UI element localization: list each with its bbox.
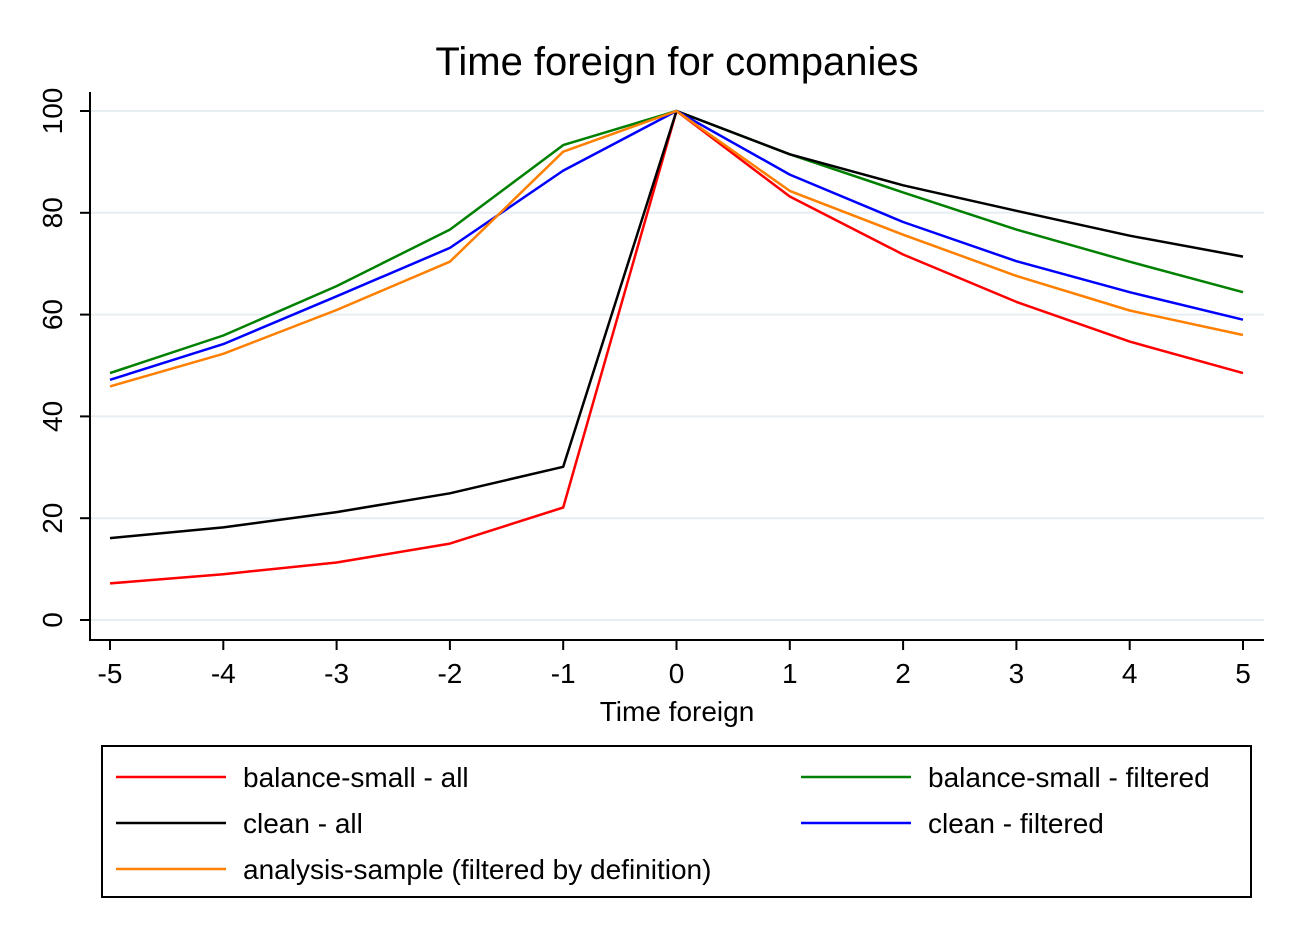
legend-label: balance-small - all	[243, 762, 469, 793]
y-axis-ticks: 0 20 40 60 80 100	[37, 88, 90, 628]
x-tick-label: -3	[324, 658, 349, 689]
legend: balance-small - all balance-small - filte…	[116, 762, 1210, 885]
x-tick-label: -1	[551, 658, 576, 689]
series-line-clean-all	[109, 109, 1244, 540]
y-tick-label: 80	[37, 197, 68, 228]
legend-item: clean - all	[116, 808, 363, 839]
y-tick-label: 60	[37, 299, 68, 330]
x-tick-label: 3	[1009, 658, 1025, 689]
legend-label: analysis-sample (filtered by definition)	[243, 854, 711, 885]
x-tick-label: 4	[1122, 658, 1138, 689]
x-tick-label: 1	[782, 658, 798, 689]
series-line-balance-small-filtered	[109, 109, 1244, 375]
y-tick-label: 100	[37, 88, 68, 135]
x-axis-ticks: -5 -4 -3 -2 -1 0 1 2 3 4 5	[98, 640, 1251, 689]
legend-item: clean - filtered	[801, 808, 1104, 839]
series-line-balance-small-all	[109, 109, 1244, 585]
legend-box	[101, 745, 1252, 898]
x-tick-label: 2	[895, 658, 911, 689]
legend-item: balance-small - all	[116, 762, 469, 793]
y-tick-label: 0	[37, 612, 68, 628]
x-tick-label: -4	[211, 658, 236, 689]
legend-label: clean - all	[243, 808, 363, 839]
legend-item: balance-small - filtered	[801, 762, 1210, 793]
grid-lines	[91, 110, 1264, 621]
x-tick-label: 5	[1235, 658, 1251, 689]
x-tick-label: 0	[669, 658, 685, 689]
chart-title: Time foreign for companies	[435, 40, 918, 84]
x-tick-label: -5	[98, 658, 123, 689]
y-tick-label: 40	[37, 401, 68, 432]
legend-label: clean - filtered	[928, 808, 1104, 839]
series-line-analysis-sample-filtered-by-definition	[109, 109, 1244, 388]
y-tick-label: 20	[37, 503, 68, 534]
x-tick-label: -2	[437, 658, 462, 689]
legend-item: analysis-sample (filtered by definition)	[116, 854, 711, 885]
x-axis-title: Time foreign	[600, 696, 755, 727]
legend-label: balance-small - filtered	[928, 762, 1210, 793]
series-lines	[109, 109, 1244, 585]
